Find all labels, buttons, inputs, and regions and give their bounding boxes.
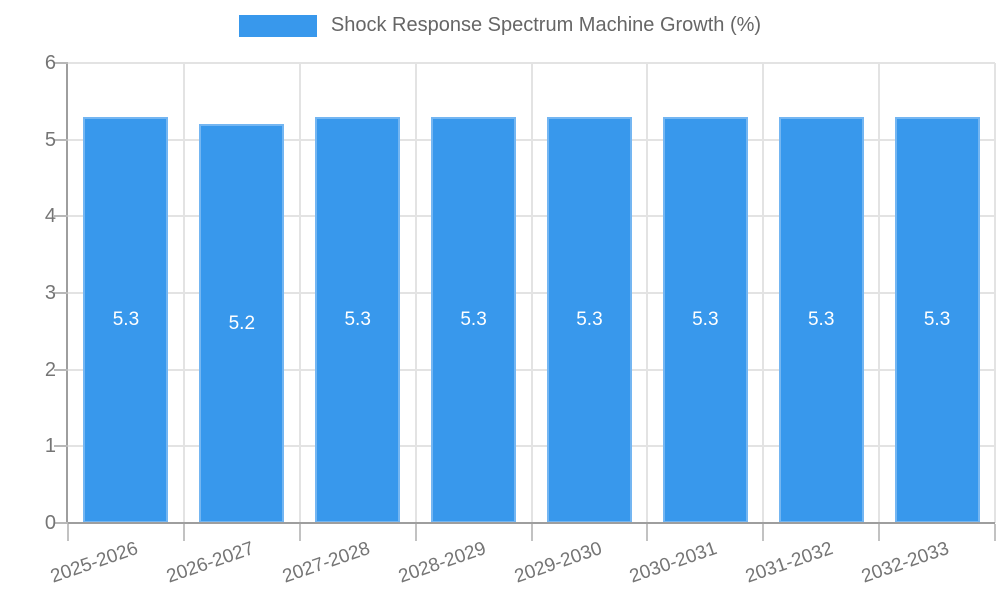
x-tick-mark bbox=[530, 524, 533, 541]
x-tick-mark bbox=[646, 524, 649, 541]
v-gridline bbox=[182, 63, 185, 523]
y-tick-mark bbox=[54, 368, 68, 371]
x-tick-label: 2028-2029 bbox=[395, 538, 489, 588]
bar[interactable]: 5.3 bbox=[546, 116, 632, 523]
legend-label: Shock Response Spectrum Machine Growth (… bbox=[330, 14, 762, 36]
bar-value-label: 5.2 bbox=[228, 312, 256, 334]
x-tick-mark bbox=[762, 524, 765, 541]
y-tick-label: 6 bbox=[44, 52, 56, 74]
plot-area: 5.3 5.2 5.3 5.3 5.3 5.3 5.3 5.3 bbox=[68, 62, 996, 523]
x-tick-label: 2025-2026 bbox=[48, 538, 141, 588]
bar-value-label: 5.3 bbox=[460, 308, 487, 330]
x-tick-mark bbox=[878, 524, 881, 541]
x-tick-label: 2026-2027 bbox=[163, 538, 257, 588]
legend-swatch bbox=[238, 14, 317, 37]
y-tick-label: 2 bbox=[44, 358, 56, 381]
v-gridline bbox=[298, 63, 301, 523]
bar-value-label: 5.3 bbox=[807, 308, 835, 330]
x-tick-label: 2029-2030 bbox=[511, 538, 605, 588]
bar-value-label: 5.3 bbox=[112, 308, 140, 330]
x-axis-line bbox=[54, 522, 995, 524]
bar-value-label: 5.3 bbox=[692, 308, 719, 330]
chart-legend: Shock Response Spectrum Machine Growth (… bbox=[0, 14, 1000, 37]
bar-value-label: 5.3 bbox=[344, 308, 371, 330]
x-tick-mark bbox=[298, 524, 301, 541]
x-tick-label: 2031-2032 bbox=[743, 538, 837, 588]
x-tick-mark bbox=[182, 524, 185, 541]
bar[interactable]: 5.3 bbox=[778, 116, 864, 523]
x-tick-label: 2027-2028 bbox=[279, 538, 373, 588]
y-tick-mark bbox=[54, 522, 68, 524]
y-tick-label: 3 bbox=[44, 282, 56, 304]
legend-item[interactable]: Shock Response Spectrum Machine Growth (… bbox=[238, 14, 762, 37]
bar[interactable]: 5.3 bbox=[431, 116, 517, 523]
y-tick-label: 5 bbox=[44, 128, 56, 151]
x-tick-mark bbox=[67, 524, 69, 541]
y-tick-label: 4 bbox=[44, 205, 56, 228]
bar[interactable]: 5.3 bbox=[315, 116, 401, 523]
y-tick-mark bbox=[54, 138, 68, 141]
y-tick-mark bbox=[54, 445, 68, 448]
v-gridline bbox=[414, 63, 417, 523]
x-tick-label: 2030-2031 bbox=[627, 538, 721, 588]
x-tick-mark bbox=[994, 524, 996, 541]
bar[interactable]: 5.2 bbox=[199, 124, 285, 523]
y-tick-mark bbox=[54, 292, 68, 294]
x-tick-mark bbox=[414, 524, 417, 541]
bar[interactable]: 5.3 bbox=[83, 116, 169, 523]
y-tick-mark bbox=[54, 215, 68, 218]
y-tick-label: 0 bbox=[44, 512, 56, 534]
v-gridline bbox=[646, 63, 649, 523]
bar[interactable]: 5.3 bbox=[662, 116, 748, 523]
x-tick-label: 2032-2033 bbox=[859, 538, 952, 588]
bar-value-label: 5.3 bbox=[923, 308, 951, 330]
v-gridline bbox=[878, 63, 881, 523]
v-gridline bbox=[762, 63, 765, 523]
bar-value-label: 5.3 bbox=[576, 308, 603, 330]
y-tick-label: 1 bbox=[44, 435, 56, 458]
v-gridline bbox=[994, 63, 996, 523]
bar[interactable]: 5.3 bbox=[894, 116, 980, 523]
y-tick-mark bbox=[54, 62, 68, 64]
v-gridline bbox=[530, 63, 533, 523]
